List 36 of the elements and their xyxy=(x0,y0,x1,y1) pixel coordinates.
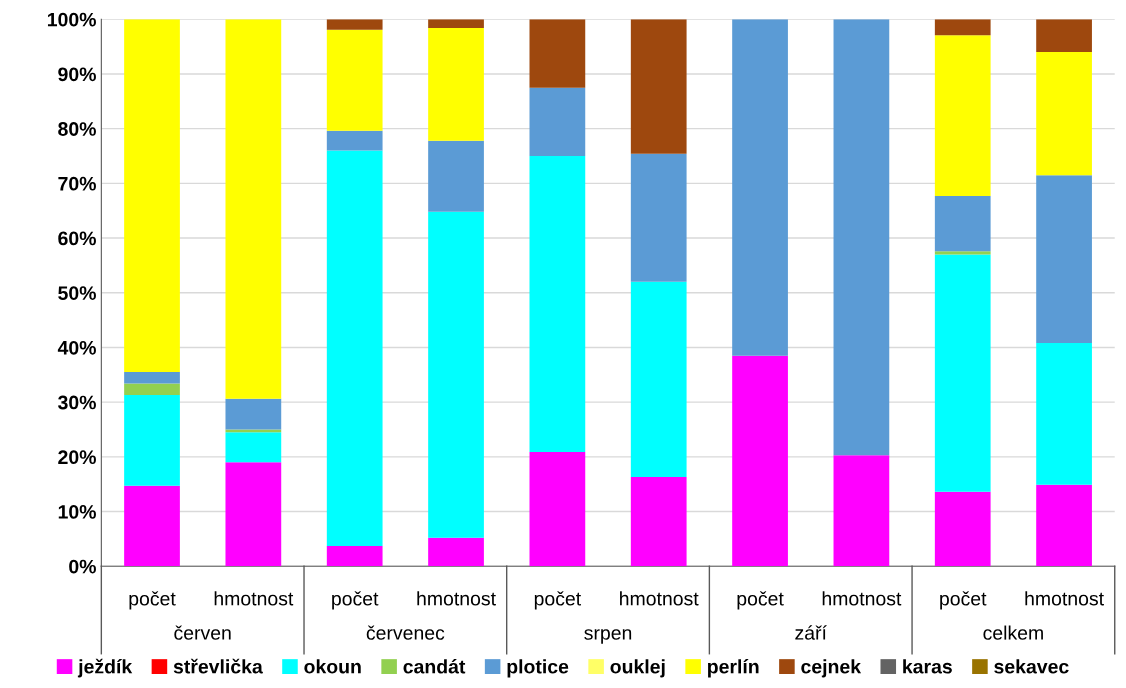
y-tick-label: 80% xyxy=(58,122,96,136)
text: červenec xyxy=(366,625,445,640)
x-tick-label: hmotnost xyxy=(417,591,496,606)
y-tick-label: 30% xyxy=(58,395,96,410)
x-tick-label: hmotnost xyxy=(822,591,902,606)
y-tick-label: 40% xyxy=(57,340,96,355)
x-tick-label: hmotnost xyxy=(620,591,699,606)
legend-label: ježdík xyxy=(77,658,133,678)
legend-label: sekavec xyxy=(994,659,1069,674)
legend-label: střevlička xyxy=(173,658,263,674)
legend-label: plotice xyxy=(507,659,569,678)
y-tick-label: 60% xyxy=(58,231,96,246)
legend-label: perlín xyxy=(708,659,759,678)
x-tick-label: hmotnost xyxy=(214,591,294,606)
legend-label: ouklej xyxy=(610,659,665,678)
x-tick-label: hmotnost xyxy=(1025,591,1104,606)
y-tick-label: 0% xyxy=(69,559,96,574)
legend-label: cejnek xyxy=(801,659,862,678)
legend-label: karas xyxy=(903,659,952,674)
text: srpen xyxy=(584,629,632,644)
text: červen xyxy=(174,625,231,640)
y-tick-label: 10% xyxy=(58,505,96,519)
y-tick-label: 20% xyxy=(58,450,96,465)
x-tick-label: počet xyxy=(534,591,582,610)
legend-label: candát xyxy=(403,659,466,674)
x-tick-label: počet xyxy=(940,591,987,610)
legend-label: okoun xyxy=(304,659,361,674)
y-tick-label: 90% xyxy=(58,67,96,82)
x-tick-label: počet xyxy=(332,591,379,610)
y-tick-label: 70% xyxy=(58,176,96,191)
x-tick-label: počet xyxy=(737,591,784,610)
x-tick-label: počet xyxy=(129,591,176,610)
y-tick-label: 50% xyxy=(58,286,96,300)
text: září xyxy=(795,625,827,640)
text: celkem xyxy=(983,625,1043,640)
y-tick-label: 100% xyxy=(47,12,96,27)
